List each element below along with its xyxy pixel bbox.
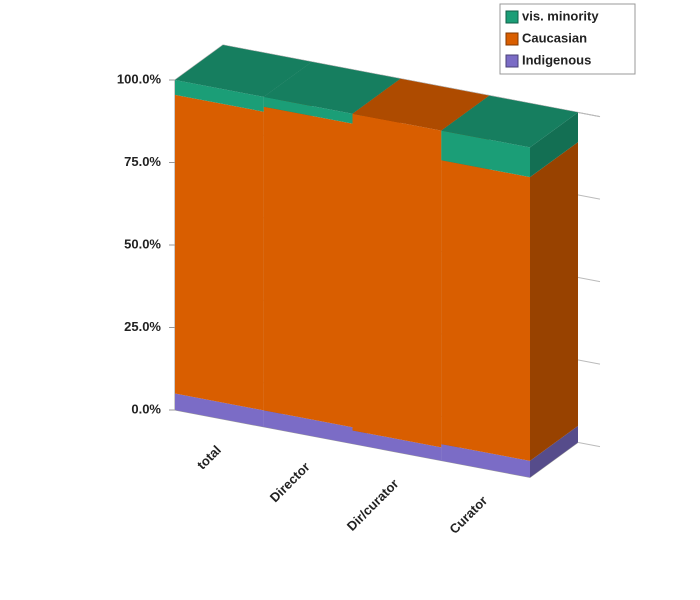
bar [263, 410, 353, 444]
bar [352, 113, 442, 448]
bar-side [530, 425, 578, 478]
bar [352, 430, 442, 461]
legend-swatch [505, 10, 519, 24]
legend-label: vis. minority [522, 8, 599, 23]
legend-label: Caucasian [522, 30, 587, 45]
bar-side [530, 142, 578, 461]
bar-top [441, 95, 578, 148]
bar-top [352, 78, 490, 131]
y-tick-label: 75.0% [124, 154, 161, 169]
y-tick-label: 0.0% [131, 401, 161, 416]
bar [175, 94, 264, 411]
y-tick-label: 100.0% [117, 71, 162, 86]
bar-top [263, 61, 401, 114]
bar [175, 80, 264, 112]
x-tick-label: Curator [446, 493, 490, 537]
bar [263, 106, 353, 428]
bar [175, 393, 264, 427]
bar [441, 130, 530, 178]
legend: Indigenous Caucasian vis. minority [499, 3, 636, 75]
bar [441, 444, 530, 478]
legend-swatch [505, 54, 519, 68]
bar [263, 96, 353, 124]
bar-side [530, 112, 578, 178]
x-tick-label: Dir/curator [344, 476, 402, 534]
x-tick-label: total [194, 442, 224, 472]
legend-label: Indigenous [522, 52, 591, 67]
bar [441, 160, 530, 461]
y-tick-label: 50.0% [124, 236, 161, 251]
bar-top [175, 45, 312, 97]
x-tick-label: Director [267, 459, 313, 505]
legend-swatch [505, 32, 519, 46]
y-tick-label: 25.0% [124, 319, 161, 334]
legend-box [499, 3, 636, 75]
